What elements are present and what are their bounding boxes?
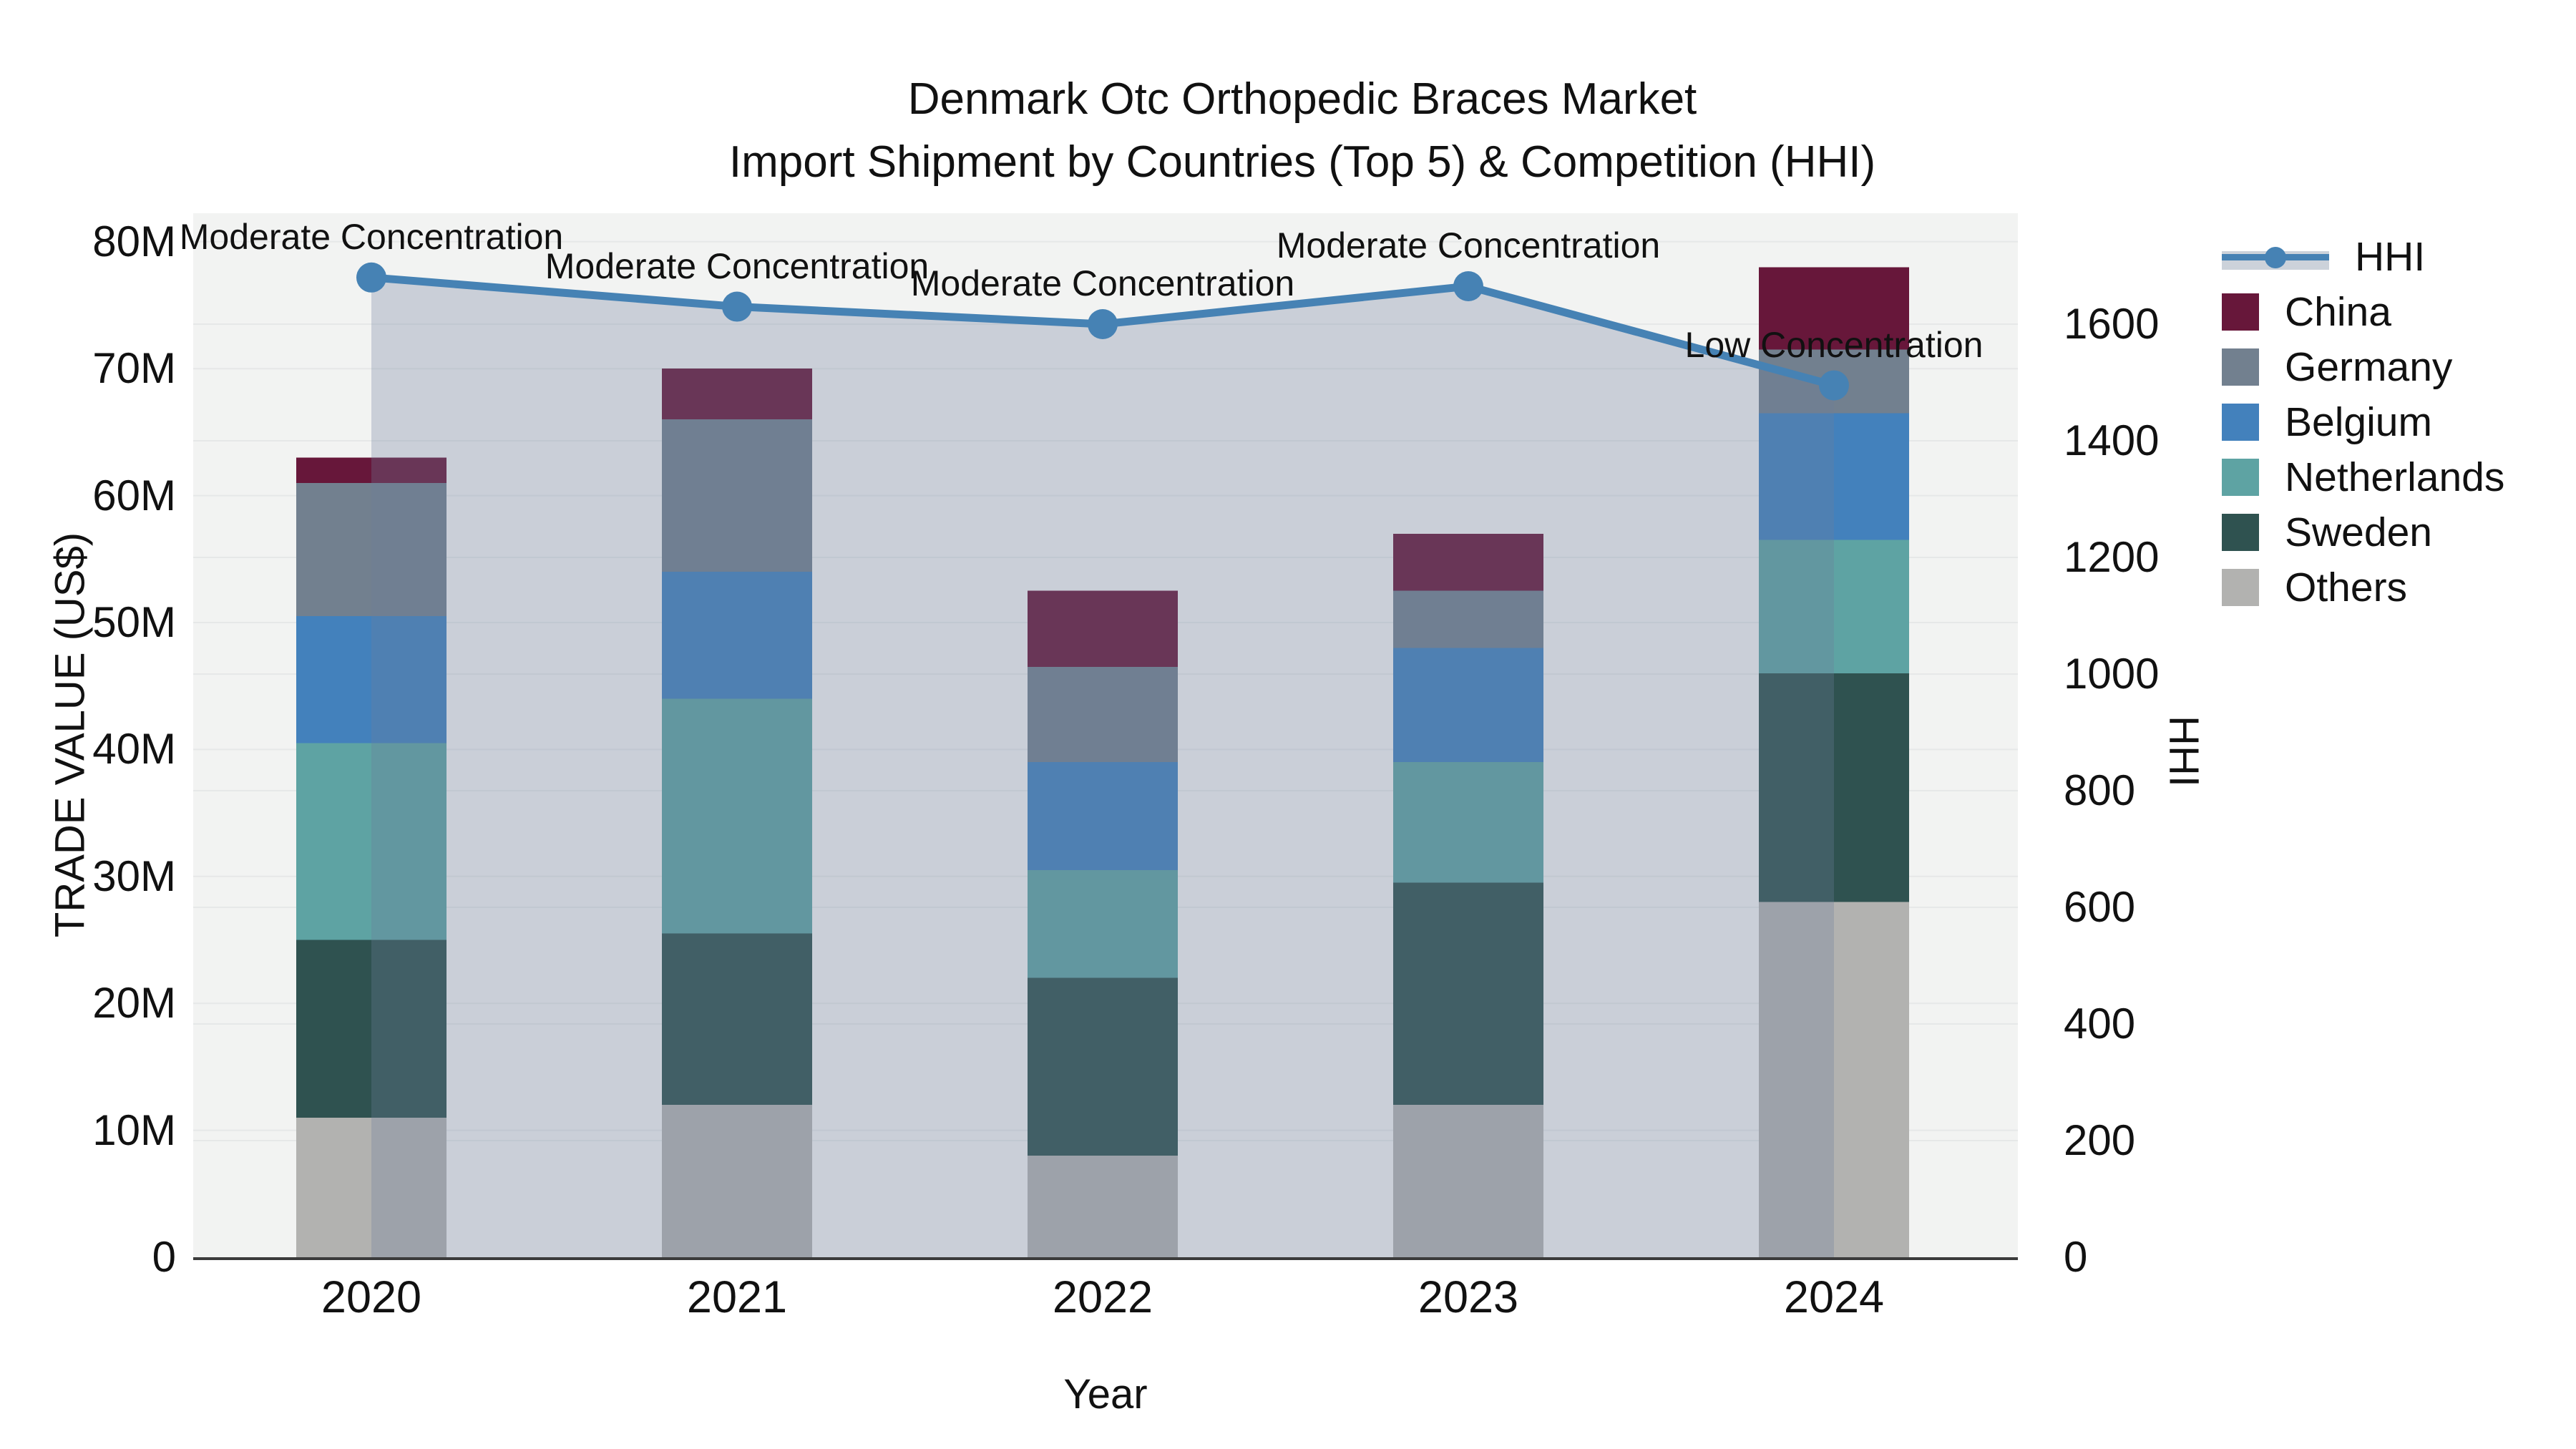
bar-segment-2020-china[interactable] <box>296 457 447 483</box>
annotation-2020: Moderate Concentration <box>179 216 564 257</box>
hhi-marker-2021[interactable] <box>722 291 752 322</box>
bar-segment-2020-sweden[interactable] <box>296 940 447 1118</box>
legend-swatch-others <box>2222 568 2259 606</box>
legend-item-netherlands[interactable]: Netherlands <box>2222 449 2504 504</box>
y-left-tick-60M: 60M <box>92 471 176 519</box>
bar-segment-2022-netherlands[interactable] <box>1028 869 1178 978</box>
annotation-2024: Low Concentration <box>1684 324 1984 365</box>
y-left-tick-40M: 40M <box>92 725 176 774</box>
bar-segment-2024-china[interactable] <box>1759 267 1909 350</box>
hhi-marker-2020[interactable] <box>356 262 386 293</box>
legend-swatch-china <box>2222 293 2259 331</box>
y-right-axis-title: HHI <box>2160 716 2207 787</box>
x-tick-2021: 2021 <box>686 1272 788 1322</box>
bar-segment-2020-netherlands[interactable] <box>296 743 447 940</box>
bar-segment-2024-netherlands[interactable] <box>1759 540 1909 673</box>
bar-segment-2023-sweden[interactable] <box>1393 882 1543 1106</box>
bar-segment-2021-china[interactable] <box>662 369 812 420</box>
annotation-2023: Moderate Concentration <box>1276 225 1661 266</box>
legend-item-china[interactable]: China <box>2222 284 2504 339</box>
y-right-tick-800: 800 <box>2064 766 2136 814</box>
y-left-tick-50M: 50M <box>92 598 176 646</box>
y-left-tick-70M: 70M <box>92 344 176 393</box>
y-right-tick-0: 0 <box>2064 1233 2088 1281</box>
y-left-tick-10M: 10M <box>92 1106 176 1154</box>
x-axis-line <box>193 1257 2018 1260</box>
legend-label-germany: Germany <box>2285 343 2453 390</box>
chart-title: Denmark Otc Orthopedic Braces Market Imp… <box>729 68 1875 194</box>
annotation-2021: Moderate Concentration <box>545 245 930 286</box>
legend-item-belgium[interactable]: Belgium <box>2222 394 2504 449</box>
bar-segment-2024-belgium[interactable] <box>1759 413 1909 540</box>
bar-segment-2023-netherlands[interactable] <box>1393 762 1543 883</box>
y-right-tick-200: 200 <box>2064 1116 2136 1164</box>
chart-title-line2: Import Shipment by Countries (Top 5) & C… <box>728 137 1876 187</box>
legend-item-germany[interactable]: Germany <box>2222 339 2504 394</box>
legend: HHI China Germany Belgium Netherlands Sweden O… <box>2222 229 2504 615</box>
legend-hhi-dot <box>2265 246 2286 268</box>
bar-segment-2023-china[interactable] <box>1393 533 1543 591</box>
bar-segment-2021-germany[interactable] <box>662 419 812 572</box>
bar-segment-2022-china[interactable] <box>1028 590 1178 668</box>
hhi-marker-2024[interactable] <box>1819 370 1849 401</box>
bar-segment-2021-others[interactable] <box>662 1105 812 1257</box>
bar-segment-2022-sweden[interactable] <box>1028 977 1178 1156</box>
legend-swatch-germany <box>2222 348 2259 386</box>
y-right-tick-1600: 1600 <box>2064 300 2160 348</box>
x-tick-2023: 2023 <box>1418 1272 1519 1322</box>
y-right-tick-600: 600 <box>2064 883 2136 931</box>
y-left-tick-0: 0 <box>152 1233 176 1281</box>
x-tick-2024: 2024 <box>1783 1272 1885 1322</box>
bar-segment-2021-sweden[interactable] <box>662 933 812 1106</box>
bar-segment-2020-belgium[interactable] <box>296 616 447 743</box>
legend-item-sweden[interactable]: Sweden <box>2222 504 2504 560</box>
y-right-tick-1000: 1000 <box>2064 650 2160 698</box>
legend-item-others[interactable]: Others <box>2222 560 2504 615</box>
x-tick-2020: 2020 <box>321 1272 422 1322</box>
y-left-tick-30M: 30M <box>92 852 176 900</box>
bar-segment-2020-others[interactable] <box>296 1117 447 1257</box>
legend-label-hhi: HHI <box>2355 233 2426 280</box>
hhi-marker-2023[interactable] <box>1453 271 1483 302</box>
bar-segment-2023-germany[interactable] <box>1393 590 1543 648</box>
legend-label-sweden: Sweden <box>2285 509 2432 555</box>
bar-segment-2022-others[interactable] <box>1028 1156 1178 1257</box>
plot-area <box>193 240 2018 1257</box>
bar-segment-2022-belgium[interactable] <box>1028 762 1178 870</box>
hhi-area-fill <box>371 277 1834 1257</box>
bar-segment-2021-belgium[interactable] <box>662 572 812 699</box>
bar-segment-2024-sweden[interactable] <box>1759 673 1909 902</box>
y-right-tick-400: 400 <box>2064 1000 2136 1048</box>
chart-title-line1: Denmark Otc Orthopedic Braces Market <box>907 74 1697 124</box>
y-left-axis-title: TRADE VALUE (US$) <box>47 532 94 938</box>
y-right-tick-1400: 1400 <box>2064 416 2160 464</box>
legend-item-hhi[interactable]: HHI <box>2222 229 2504 284</box>
bar-segment-2023-belgium[interactable] <box>1393 648 1543 763</box>
hhi-marker-2022[interactable] <box>1088 309 1118 339</box>
annotation-2022: Moderate Concentration <box>910 263 1295 303</box>
legend-swatch-netherlands <box>2222 458 2259 496</box>
legend-label-netherlands: Netherlands <box>2285 454 2505 500</box>
bar-segment-2024-others[interactable] <box>1759 902 1909 1257</box>
legend-label-china: China <box>2285 288 2391 335</box>
legend-swatch-belgium <box>2222 403 2259 441</box>
y-right-tick-1200: 1200 <box>2064 533 2160 581</box>
legend-swatch-sweden <box>2222 513 2259 551</box>
y-left-tick-80M: 80M <box>92 217 176 265</box>
x-axis-title: Year <box>1063 1371 1148 1418</box>
legend-label-others: Others <box>2285 564 2408 610</box>
bar-segment-2022-germany[interactable] <box>1028 667 1178 763</box>
legend-hhi-line-icon <box>2222 238 2329 275</box>
y-left-tick-20M: 20M <box>92 979 176 1028</box>
bar-segment-2021-netherlands[interactable] <box>662 698 812 934</box>
bar-segment-2020-germany[interactable] <box>296 482 447 617</box>
x-tick-2022: 2022 <box>1052 1272 1153 1322</box>
legend-label-belgium: Belgium <box>2285 399 2432 445</box>
bar-segment-2023-others[interactable] <box>1393 1105 1543 1257</box>
